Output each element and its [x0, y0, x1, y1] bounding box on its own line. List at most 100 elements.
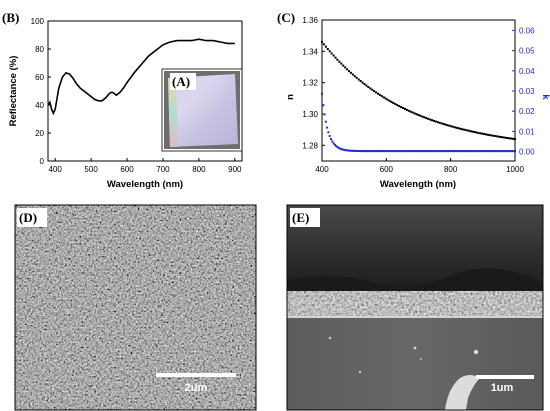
panel-letter-d: (D) [19, 210, 37, 225]
panel-e-film-texture [287, 291, 543, 317]
k-data-point [402, 150, 405, 153]
k-data-point [443, 150, 446, 153]
k-data-point [386, 150, 389, 153]
k-data-point [369, 150, 372, 153]
k-data-point [384, 150, 386, 153]
k-data-point [444, 150, 447, 153]
extinction-coefficient-series [321, 92, 516, 153]
k-data-point [499, 150, 502, 153]
panel-d-frame [14, 204, 257, 411]
y-tick-label: 20 [35, 129, 44, 138]
y-tick-label: 100 [31, 17, 45, 26]
k-data-point [479, 150, 482, 153]
panel-e-particle [358, 370, 362, 374]
n-data-point [361, 81, 364, 84]
n-data-point [382, 96, 385, 99]
k-data-point [326, 126, 329, 129]
n-data-point [469, 130, 472, 133]
k-data-point [453, 150, 456, 153]
k-data-point [382, 150, 385, 153]
n-data-point [432, 119, 435, 122]
n-data-point [396, 104, 399, 107]
k-data-point [506, 150, 509, 153]
k-data-point [512, 150, 515, 153]
n-data-point [471, 130, 474, 133]
n-data-point [481, 132, 484, 135]
panel-d: (D) 2um [14, 204, 257, 411]
panel-e-interface-line [287, 316, 543, 318]
k-data-point [472, 150, 475, 153]
n-data-point [473, 131, 476, 133]
k-data-point [510, 150, 513, 153]
x-tick-label: 500 [84, 165, 98, 174]
k-data-point [321, 92, 323, 95]
k-data-point [391, 150, 394, 153]
n-data-point [384, 97, 387, 100]
n-data-point [440, 122, 443, 125]
n-data-point [340, 62, 343, 65]
k-data-point [496, 150, 498, 153]
inset-a: (A) [161, 68, 243, 152]
n-data-point [346, 68, 349, 71]
k-data-point [456, 150, 459, 153]
x-tick-label: 1000 [506, 165, 524, 174]
n-data-point [392, 102, 395, 104]
k-data-point [454, 150, 457, 153]
k-data-point [478, 150, 480, 153]
panel-c-plot-frame [321, 19, 516, 162]
n-data-point [463, 128, 466, 131]
k-data-point [490, 150, 493, 153]
x-tick-label: 800 [444, 165, 458, 174]
k-data-point [435, 150, 438, 153]
k-data-point [423, 150, 426, 153]
k-data-point [440, 150, 443, 153]
k-data-point [344, 149, 347, 152]
k-data-point [471, 150, 474, 153]
k-data-point [474, 150, 477, 153]
k-data-point [417, 150, 420, 153]
k-data-point [360, 150, 363, 153]
n-data-point [348, 70, 350, 73]
panel-c-ylabel: n [285, 94, 296, 100]
panel-c-right-y-axis: 0.00 0.01 0.02 0.03 0.04 0.05 0.06 [512, 26, 535, 157]
n-data-point [321, 40, 323, 43]
k-data-point [514, 150, 516, 153]
n-data-point [492, 134, 495, 137]
n-data-point [467, 129, 470, 132]
x-tick-label: 400 [49, 165, 63, 174]
n-data-point [402, 107, 405, 109]
n-data-point [429, 118, 432, 121]
x-tick-label: 600 [380, 165, 394, 174]
n-data-point [421, 115, 424, 118]
n-data-point [324, 45, 327, 48]
n-data-point [506, 137, 509, 139]
k-data-point [389, 150, 392, 153]
k-data-point [493, 150, 496, 153]
k-data-point [498, 150, 501, 153]
panel-e-shadow-band [287, 268, 543, 296]
inset-a-coated-substrate [168, 74, 238, 147]
y2-tick-label: 0.05 [519, 47, 535, 56]
n-data-point [475, 131, 478, 134]
panel-e-debris-fragment [445, 375, 480, 410]
n-data-point [369, 87, 372, 90]
k-data-point [375, 150, 377, 153]
y-tick-label: 40 [35, 101, 44, 110]
n-data-point [446, 124, 449, 127]
n-data-point [434, 120, 437, 123]
n-data-point [498, 135, 501, 138]
k-data-point [422, 150, 425, 153]
k-data-point [346, 149, 349, 152]
y-tick-label: 1.32 [302, 79, 318, 88]
y2-tick-label: 0.01 [519, 127, 535, 136]
n-data-point [351, 73, 354, 76]
k-data-point [416, 150, 419, 153]
k-data-point [353, 149, 356, 152]
n-data-point [488, 134, 491, 137]
n-data-point [483, 133, 486, 135]
k-data-point [341, 148, 344, 151]
y2-tick-label: 0.00 [519, 148, 535, 157]
k-data-point [494, 150, 497, 153]
panel-e-substrate [287, 318, 543, 410]
